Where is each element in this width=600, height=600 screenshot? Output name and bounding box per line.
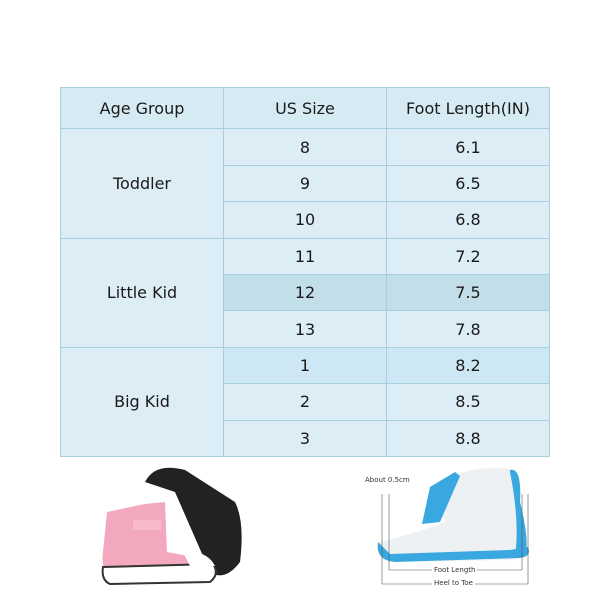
pink-sneaker-image xyxy=(101,467,242,586)
us-size-cell: 13 xyxy=(223,310,387,348)
us-size-cell: 9 xyxy=(223,164,387,203)
foot-length-cell: 8.5 xyxy=(386,383,550,421)
sneaker-sole-back xyxy=(145,467,242,576)
boot-sole xyxy=(377,542,529,562)
us-size-cell: 11 xyxy=(223,237,387,276)
table-row: Big Kid 1 8.2 xyxy=(60,346,550,458)
boot-upper xyxy=(378,468,526,562)
header-foot-length: Foot Length(IN) xyxy=(386,86,550,130)
us-size-cell: 3 xyxy=(223,419,387,458)
header-age-group: Age Group xyxy=(60,86,224,130)
us-size-cell: 12 xyxy=(223,273,387,312)
foot-length-cell: 7.5 xyxy=(386,273,550,312)
heel-to-toe-label: Heel to Toe xyxy=(432,579,475,587)
header-us-size: US Size xyxy=(223,86,387,130)
foot-length-cell: 6.5 xyxy=(386,164,550,203)
foot-length-cell: 7.8 xyxy=(386,310,550,348)
table-row: 13 7.8 xyxy=(61,310,550,348)
sneaker-upper xyxy=(102,502,215,580)
size-chart-table: Age Group US Size Foot Length(IN) Toddle… xyxy=(60,86,550,458)
strap xyxy=(133,520,161,530)
foot-length-cell: 6.8 xyxy=(386,201,550,239)
us-size-cell: 1 xyxy=(223,346,387,385)
age-group-cell: Big Kid xyxy=(60,346,224,458)
foot-length-label: Foot Length xyxy=(432,566,478,574)
foot-length-cell: 8.8 xyxy=(386,419,550,458)
table-row: Little Kid 11 7.2 xyxy=(60,237,550,348)
table-row: 9 6.5 xyxy=(61,164,550,203)
allowance-label: About 0.5cm xyxy=(363,476,412,484)
us-size-cell: 2 xyxy=(223,383,387,421)
table-row: Toddler 8 6.1 xyxy=(60,128,550,239)
us-size-cell: 8 xyxy=(223,128,387,166)
header-row: Age Group US Size Foot Length(IN) xyxy=(60,86,550,130)
sneaker-toe-cap xyxy=(183,551,215,566)
boot-heel xyxy=(510,469,527,557)
foot-length-cell: 6.1 xyxy=(386,128,550,166)
foot-length-cell: 7.2 xyxy=(386,237,550,276)
age-group-cell: Toddler xyxy=(60,128,224,239)
sneaker-sole xyxy=(101,562,217,586)
foot-length-cell: 8.2 xyxy=(386,346,550,385)
us-size-cell: 10 xyxy=(223,201,387,239)
table-row: 3 8.8 xyxy=(61,419,550,458)
boot-lace-panel xyxy=(422,472,460,524)
age-group-cell: Little Kid xyxy=(60,237,224,348)
